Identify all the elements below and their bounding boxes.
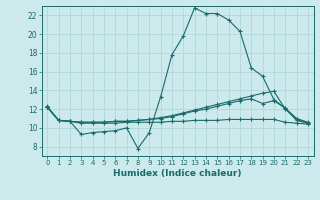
X-axis label: Humidex (Indice chaleur): Humidex (Indice chaleur) (113, 169, 242, 178)
